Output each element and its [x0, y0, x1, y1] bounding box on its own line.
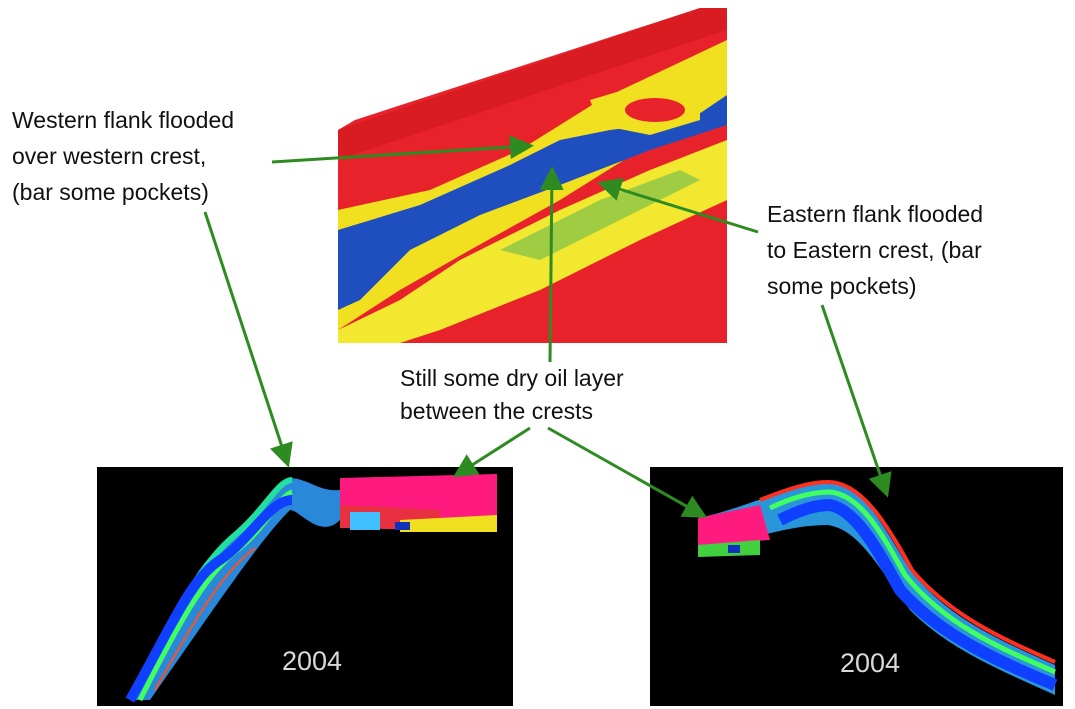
annotation: over western crest, [12, 143, 206, 169]
panel-label: 2004 [840, 648, 900, 678]
annotation: (bar some pockets) [12, 179, 209, 205]
annotation: some pockets) [767, 273, 917, 299]
saturation-map [338, 8, 727, 343]
annotation: Western flank flooded [12, 107, 234, 133]
annotation: Eastern flank flooded [767, 201, 983, 227]
annotation: between the crests [400, 398, 593, 424]
panel-label: 2004 [282, 646, 342, 676]
annotation: Still some dry oil layer [400, 365, 624, 391]
cross-section-left: 2004 [97, 467, 513, 706]
diagram: 2004 2004 Western flank flooded over wes… [0, 0, 1075, 709]
cross-section-right: 2004 [650, 467, 1063, 706]
annotation: to Eastern crest, (bar [767, 237, 982, 263]
